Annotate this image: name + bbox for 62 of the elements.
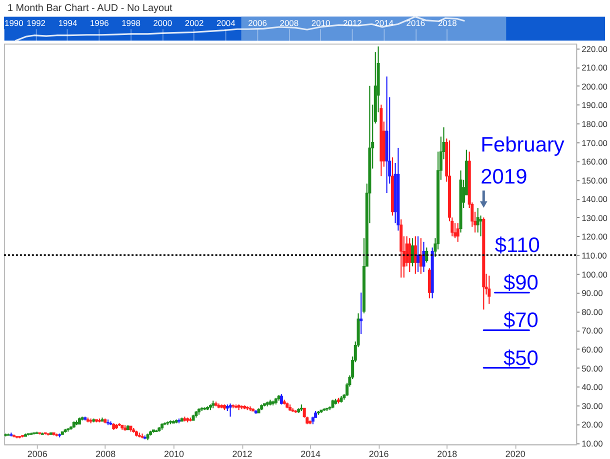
annotation: February 2019 [480,134,565,189]
x-tick-label: 2016 [406,18,426,28]
y-tick-label: 180.00 [582,118,608,129]
candlestick [360,292,363,335]
y-tick-label: 220.00 [582,44,608,54]
x-tick-label: 2008 [280,18,299,28]
y-tick-label: 10.00 [582,438,604,448]
y-tick-label: 150.00 [582,175,608,186]
candlestick [422,241,426,273]
x-tick-label: 1992 [26,18,46,28]
candlestick [476,208,480,234]
y-tick-label: 30.00 [582,400,604,411]
annotation: $90 [503,272,538,295]
x-tick-label: 2002 [184,18,204,28]
y-tick-label: 160.00 [582,156,608,167]
y-tick-label: 90.00 [582,288,604,298]
candlestick [228,402,232,418]
x-tick-label: 2000 [153,18,172,28]
candlestick [488,275,491,304]
candlestick [411,238,414,267]
x-tick-label: 2010 [311,18,331,28]
x-tick-label: 2006 [27,448,48,459]
x-tick-label: 2008 [96,448,116,459]
x-tick-label: 2014 [300,448,321,459]
x-tick-label: 2020 [505,448,526,459]
y-tick-label: 100.00 [582,269,608,280]
x-tick-label: 2006 [248,18,268,28]
annotation: $110 [494,234,540,258]
x-tick-label: 1990 [4,18,24,28]
y-tick-label: 70.00 [582,326,604,336]
candlestick [280,394,283,406]
x-tick-label: 2018 [438,18,458,28]
annotation: $50 [503,346,538,370]
x-tick-label: 2014 [374,18,394,28]
x-tick-label: 1994 [58,18,78,28]
x-tick-label: 2018 [437,448,458,459]
y-tick-label: 40.00 [582,382,604,392]
candlestick [428,268,431,299]
x-tick-label: 1998 [122,18,141,28]
y-tick-label: 50.00 [582,363,604,374]
candlestick [408,238,412,273]
x-tick-label: 2004 [216,18,236,28]
x-tick-label: 1996 [90,18,110,28]
candlestick [140,433,144,439]
y-tick-label: 60.00 [582,344,604,354]
y-tick-label: 200.00 [582,81,608,92]
annotation: $70 [503,309,538,332]
y-tick-label: 190.00 [582,100,608,110]
y-tick-label: 80.00 [582,306,604,317]
y-tick-label: 110.00 [582,250,608,261]
y-tick-label: 130.00 [582,212,608,223]
y-tick-label: 140.00 [582,194,608,204]
y-tick-label: 120.00 [582,232,608,242]
x-tick-label: 2012 [232,448,252,459]
y-tick-label: 210.00 [582,62,608,73]
candlestick [456,222,460,242]
y-tick-label: 20.00 [582,420,604,430]
y-tick-label: 170.00 [582,138,608,148]
candlestick [416,236,420,273]
x-tick-label: 2010 [164,448,184,459]
x-tick-label: 2016 [368,448,389,459]
chart-title: 1 Month Bar Chart - AUD - No Layout [7,2,173,14]
